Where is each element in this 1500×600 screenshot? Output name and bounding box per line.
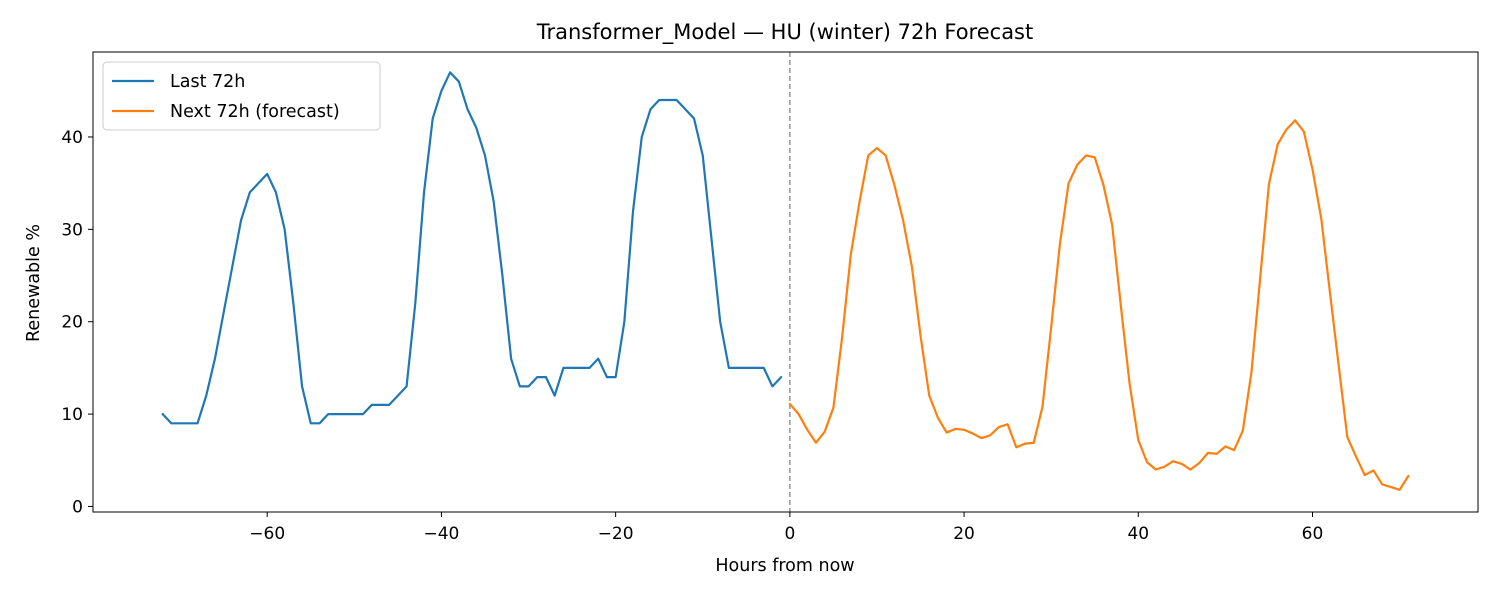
x-tick-label: 60: [1302, 524, 1324, 544]
plot-frame: [92, 51, 1479, 513]
y-axis-label: Renewable %: [24, 224, 44, 342]
y-tick-label: 30: [61, 220, 83, 240]
x-tick-label: 20: [953, 524, 975, 544]
legend-label: Last 72h: [170, 72, 245, 92]
y-tick-label: 20: [61, 313, 83, 333]
y-tick-label: 40: [61, 128, 83, 148]
legend: Last 72h Next 72h (forecast): [102, 61, 381, 131]
legend-box: [102, 61, 381, 131]
x-tick-label: −40: [423, 524, 459, 544]
x-tick-label: 0: [784, 524, 795, 544]
y-tick-label: 10: [61, 405, 83, 425]
legend-label: Next 72h (forecast): [170, 102, 340, 122]
series-line-next-72h-forecast: [788, 119, 1410, 491]
x-tick-label: −20: [598, 524, 634, 544]
series-line-last-72h: [161, 71, 783, 425]
chart-title: Transformer_Model — HU (winter) 72h Fore…: [536, 20, 1033, 45]
x-axis-label: Hours from now: [715, 556, 854, 576]
x-tick-label: 40: [1127, 524, 1149, 544]
y-tick-label: 0: [72, 497, 83, 517]
x-tick-label: −60: [249, 524, 285, 544]
